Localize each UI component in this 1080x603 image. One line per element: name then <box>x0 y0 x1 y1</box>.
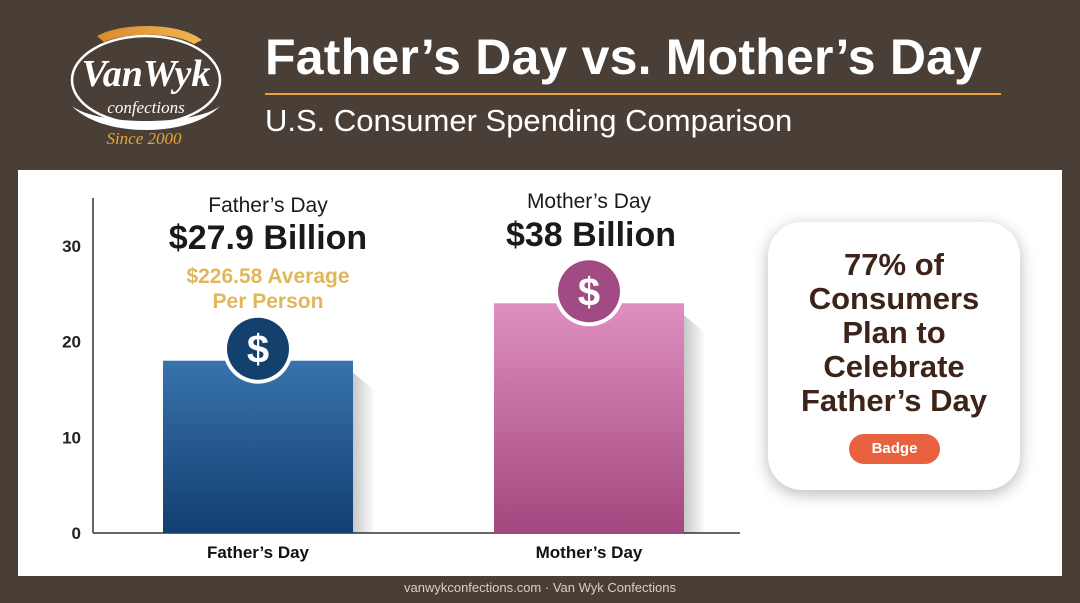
data-label-value: $27.9 Billion <box>169 219 367 257</box>
bar <box>494 303 684 533</box>
y-tick-label: 30 <box>62 237 81 256</box>
stat-card: 77% of Consumers Plan to Celebrate Fathe… <box>768 222 1020 490</box>
page-subtitle: U.S. Consumer Spending Comparison <box>265 103 793 138</box>
y-tick-label: 10 <box>62 428 81 447</box>
data-label-note: $226.58 Average <box>186 265 349 288</box>
dollar-icon <box>558 260 620 323</box>
dollar-icon <box>227 317 289 380</box>
y-tick-label: 20 <box>62 333 81 352</box>
bar-shadow <box>353 372 375 533</box>
y-tick-label: 0 <box>72 524 81 543</box>
data-label-name: Father’s Day <box>208 194 328 217</box>
footer-text: vanwykconfections.com · Van Wyk Confecti… <box>403 580 677 595</box>
badge[interactable]: Badge <box>849 434 940 464</box>
data-label-value: $38 Billion <box>506 216 676 254</box>
page-title: Father’s Day vs. Mother’s Day <box>265 29 983 85</box>
data-label-note: Per Person <box>213 290 324 313</box>
bar <box>163 360 353 533</box>
logo-tagline: confections <box>107 98 185 117</box>
header: VanWyk confections Since 2000 Father’s D… <box>0 0 1080 162</box>
bar-shadow <box>684 315 706 533</box>
stat-card-text: 77% of Consumers Plan to Celebrate Fathe… <box>800 247 988 418</box>
dollar-glyph: $ <box>578 270 600 314</box>
dollar-glyph: $ <box>247 328 269 372</box>
x-tick-label: Father’s Day <box>207 543 310 562</box>
vanwyk-logo: VanWyk confections Since 2000 <box>70 25 222 148</box>
logo-since: Since 2000 <box>106 129 182 148</box>
x-tick-label: Mother’s Day <box>536 543 643 562</box>
data-label-name: Mother’s Day <box>527 190 652 213</box>
title-divider <box>265 93 1001 95</box>
logo-name: VanWyk <box>82 53 211 95</box>
